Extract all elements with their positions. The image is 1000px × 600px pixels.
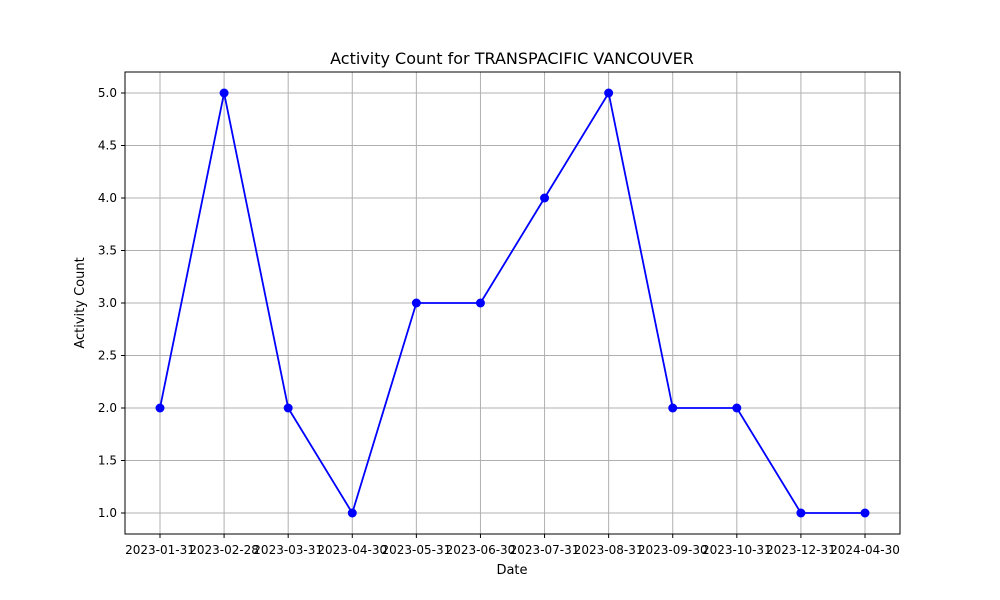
data-point xyxy=(347,508,357,518)
data-point xyxy=(668,403,678,413)
series-line xyxy=(159,90,865,516)
grid xyxy=(125,72,900,534)
x-axis-label: Date xyxy=(496,563,527,578)
y-tick-label: 1.5 xyxy=(98,454,117,468)
data-point xyxy=(540,193,550,203)
x-tick-label: 2023-03-31 xyxy=(253,543,323,557)
x-tick-label: 2023-02-28 xyxy=(189,543,259,557)
data-point xyxy=(219,88,229,98)
y-tick-label: 5.0 xyxy=(98,86,117,100)
series-points xyxy=(155,88,870,518)
x-tick-label: 2023-07-31 xyxy=(510,543,580,557)
y-tick-label: 1.0 xyxy=(98,506,117,520)
x-tick-label: 2024-04-30 xyxy=(830,543,900,557)
plot-frame xyxy=(124,71,901,535)
data-point xyxy=(732,403,742,413)
y-tick-label: 2.0 xyxy=(98,401,117,415)
x-tick-label: 2023-08-31 xyxy=(574,543,644,557)
y-tick-label: 3.5 xyxy=(98,244,117,258)
y-tick-label: 4.5 xyxy=(98,139,117,153)
data-point xyxy=(860,508,870,518)
chart-title: Activity Count for TRANSPACIFIC VANCOUVE… xyxy=(330,49,694,68)
x-tick-label: 2023-05-31 xyxy=(381,543,451,557)
y-tick-label: 2.5 xyxy=(98,349,117,363)
x-tick-label: 2023-09-30 xyxy=(638,543,708,557)
data-point xyxy=(411,298,421,308)
data-point xyxy=(604,88,614,98)
x-tick-label: 2023-06-30 xyxy=(446,543,516,557)
y-axis-label: Activity Count xyxy=(73,257,88,348)
data-point xyxy=(475,298,485,308)
x-axis: 2023-01-312023-02-282023-03-312023-04-30… xyxy=(125,534,900,557)
y-tick-label: 4.0 xyxy=(98,191,117,205)
x-tick-label: 2023-04-30 xyxy=(317,543,387,557)
data-point xyxy=(155,403,165,413)
data-point xyxy=(796,508,806,518)
x-tick-label: 2023-01-31 xyxy=(125,543,195,557)
x-tick-label: 2023-10-31 xyxy=(702,543,772,557)
data-point xyxy=(283,403,293,413)
x-tick-label: 2023-12-31 xyxy=(766,543,836,557)
y-tick-label: 3.0 xyxy=(98,296,117,310)
y-axis: 1.0 1.5 2.0 2.5 3.0 3.5 4.0 4.5 5.0 xyxy=(98,86,125,520)
